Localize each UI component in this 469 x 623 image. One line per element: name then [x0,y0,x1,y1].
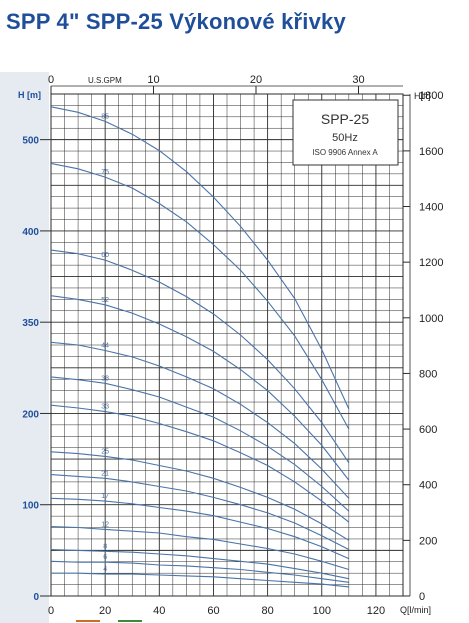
legend-box: SPP-25 50Hz ISO 9906 Annex A [292,99,399,166]
y-tick-label: 350 [22,318,39,329]
top-tick-label: 20 [250,74,262,86]
curve-4 [51,572,349,588]
legend-model: SPP-25 [321,111,369,127]
right-tick-label: 600 [419,424,437,436]
top-tick-label: 30 [352,74,364,86]
curve-label-44: 44 [101,342,109,349]
curve-label-75: 75 [101,169,109,176]
legend-frequency: 50Hz [332,132,358,144]
left-axis-band [0,72,49,623]
plot-frame [50,93,404,597]
curve-75 [50,162,350,430]
curve-33 [50,404,350,523]
curve-17 [50,497,350,560]
curve-label-12: 12 [101,521,109,528]
right-axis-label: H[ft] [414,91,431,101]
curve-label-4: 4 [103,566,107,573]
curve-label-38: 38 [101,375,109,382]
x-tick-label: 80 [261,605,273,617]
right-tick-label: 1800 [419,90,443,102]
x-tick-label: 100 [313,605,331,617]
bottom-axis-label: Q[l/min] [400,605,431,615]
y-tick-label: 200 [22,409,39,420]
curve-label-21: 21 [101,470,109,477]
curve-6 [50,560,349,583]
right-tick-label: 1400 [419,202,443,214]
curve-25 [50,451,350,541]
curves: 85 75 60 52 44 38 33 25 21 17 12 8 6 4 [50,106,350,588]
top-tick-label: 10 [147,74,159,86]
curve-60 [50,249,350,464]
curve-12 [50,526,349,571]
curve-label-17: 17 [101,493,109,500]
right-tick-label: 800 [419,368,437,380]
right-tick-label: 200 [419,535,437,547]
curve-21 [50,474,350,550]
page-title: SPP 4" SPP-25 Výkonové křivky [6,9,346,34]
left-axis-label: H [m] [18,90,41,100]
curve-52 [50,295,350,481]
curve-label-25: 25 [101,448,109,455]
legend-swatch-2 [118,620,142,622]
curve-85 [50,106,350,410]
curve-label-6: 6 [103,554,107,561]
x-tick-label: 120 [367,605,385,617]
y-tick-label: 400 [22,227,39,238]
y-tick-label: 500 [22,136,39,147]
x-tick-label: 0 [48,605,54,617]
right-tick-label: 1000 [419,313,443,325]
legend-box-frame [292,99,399,166]
curve-label-33: 33 [101,404,109,411]
curve-44 [50,341,350,499]
curve-label-8: 8 [103,543,107,550]
right-tick-label: 1600 [419,146,443,158]
curve-8 [50,548,349,580]
x-tick-label: 40 [153,605,165,617]
legend-swatch-1 [76,620,100,622]
right-tick-label: 0 [419,591,425,603]
right-tick-label: 400 [419,480,437,492]
right-tick-label: 1200 [419,257,443,269]
curve-38 [50,376,350,512]
curve-label-52: 52 [101,297,109,304]
curve-label-85: 85 [101,113,109,120]
legend-standard: ISO 9906 Annex A [312,148,378,157]
curve-label-60: 60 [101,252,109,259]
top-axis-label: U.S.GPM [88,76,122,85]
y-tick-label: 0 [33,592,39,603]
top-tick-label: 0 [48,74,54,86]
x-tick-label: 60 [207,605,219,617]
y-tick-label: 100 [22,501,39,512]
x-tick-label: 20 [99,605,111,617]
